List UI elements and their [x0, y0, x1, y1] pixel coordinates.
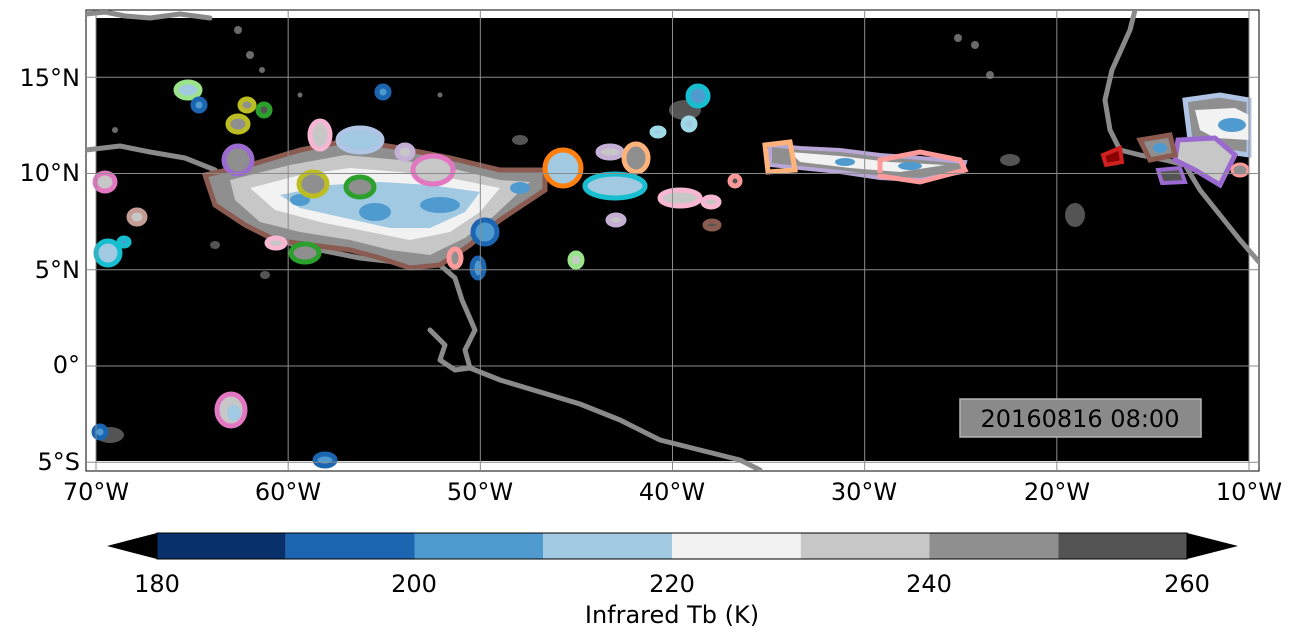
colorbar-cell-230: [800, 533, 930, 559]
colorbar-cell-200: [414, 533, 544, 559]
colorbar-extend-high: [1187, 533, 1238, 559]
colorbar-tick-260: 260: [1164, 570, 1210, 598]
lon-label-40w: 40°W: [639, 478, 705, 506]
colorbar-outline: [156, 532, 1188, 560]
colorbar-cell-210: [543, 533, 672, 559]
colorbar-tick-220: 220: [649, 570, 695, 598]
timestamp-background: [959, 398, 1202, 438]
colorbar-tick-180: 180: [134, 570, 180, 598]
colorbar-cell-250: [1058, 533, 1187, 559]
longitude-ticks: 70°W 60°W 50°W 40°W 30°W 20°W 10°W: [63, 478, 1282, 506]
lon-label-20w: 20°W: [1024, 478, 1090, 506]
lat-label-15n: 15°N: [20, 64, 81, 92]
colorbar-label: Infrared Tb (K): [585, 601, 759, 629]
timestamp-label: 20160816 08:00: [981, 405, 1180, 433]
timestamp-box: 20160816 08:00: [959, 398, 1202, 438]
colorbar-ticks: 180 200 220 240 260: [134, 570, 1210, 598]
colorbar-extend-low: [107, 533, 157, 559]
lon-label-10w: 10°W: [1216, 478, 1282, 506]
east-cloud-band: [762, 139, 969, 185]
coastline-caribbean: [86, 10, 213, 21]
africa-clusters: [1100, 92, 1252, 189]
colorbar-cell-220: [672, 533, 801, 559]
lat-label-5s: 5°S: [37, 448, 80, 476]
colorbar-cell-180: [157, 533, 286, 559]
coastline-amazon-delta: [427, 327, 473, 373]
colorbar-tick-240: 240: [906, 570, 952, 598]
lat-label-5n: 5°N: [35, 256, 80, 284]
colorbar-cell-240: [929, 533, 1059, 559]
lon-label-30w: 30°W: [831, 478, 897, 506]
colorbar-tick-200: 200: [391, 570, 437, 598]
islands-group: [112, 26, 994, 133]
gridlines: [86, 10, 1259, 471]
lon-label-60w: 60°W: [255, 478, 321, 506]
coastline-africa: [1102, 10, 1259, 265]
lat-label-10n: 10°N: [20, 159, 81, 187]
storm-outlines: [91, 79, 743, 469]
lon-label-70w: 70°W: [63, 478, 129, 506]
colorbar: 180 200 220 240 260 Infrared Tb (K): [107, 532, 1238, 629]
lon-label-50w: 50°W: [447, 478, 513, 506]
colorbar-cells: [157, 533, 1187, 559]
colorbar-cell-190: [285, 533, 415, 559]
lat-label-0: 0°: [53, 351, 80, 379]
latitude-ticks: 15°N 10°N 5°N 0° 5°S: [20, 64, 81, 476]
